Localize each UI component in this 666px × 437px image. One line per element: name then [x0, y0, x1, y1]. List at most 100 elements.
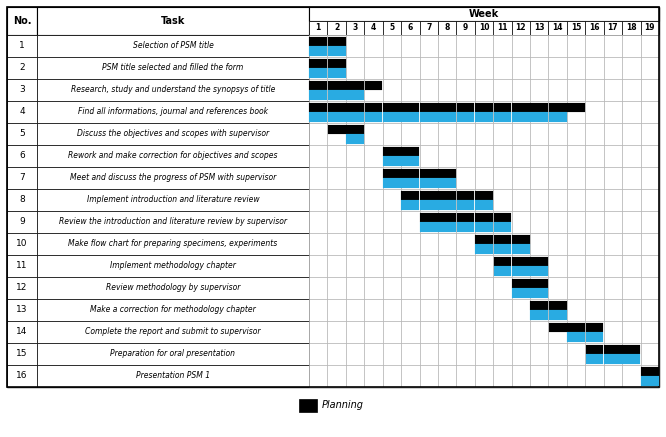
Bar	[604, 233, 622, 255]
Bar	[420, 343, 438, 365]
Bar	[383, 277, 401, 299]
Bar	[567, 211, 585, 233]
Bar	[420, 211, 438, 233]
Bar	[328, 79, 346, 101]
Bar	[299, 399, 317, 412]
Bar	[494, 112, 511, 121]
Bar	[37, 57, 309, 79]
Bar	[364, 189, 383, 211]
Bar	[622, 255, 641, 277]
Bar	[401, 343, 420, 365]
Bar	[475, 200, 493, 209]
Bar	[549, 233, 567, 255]
Bar	[438, 57, 456, 79]
Bar	[7, 7, 659, 387]
Bar	[530, 233, 549, 255]
Bar	[585, 21, 604, 35]
Bar	[328, 343, 346, 365]
Bar	[328, 103, 346, 112]
Bar	[364, 167, 383, 189]
Bar	[328, 112, 346, 121]
Bar	[438, 211, 456, 233]
Bar	[494, 266, 511, 275]
Bar	[456, 343, 475, 365]
Bar	[530, 365, 549, 387]
Bar	[604, 299, 622, 321]
Bar	[420, 321, 438, 343]
Text: 7: 7	[19, 173, 25, 183]
Bar	[309, 255, 328, 277]
Bar	[530, 112, 548, 121]
Bar	[511, 35, 530, 57]
Bar	[401, 365, 420, 387]
Bar	[420, 222, 438, 232]
Bar	[641, 299, 659, 321]
Bar	[641, 145, 659, 167]
Bar	[623, 354, 640, 364]
Bar	[401, 299, 420, 321]
Bar	[475, 277, 494, 299]
Bar	[475, 35, 494, 57]
Bar	[456, 123, 475, 145]
Text: 5: 5	[19, 129, 25, 139]
Text: 16: 16	[16, 371, 28, 381]
Bar	[346, 80, 364, 90]
Bar	[7, 7, 37, 35]
Bar	[402, 200, 419, 209]
Text: 15: 15	[16, 350, 28, 358]
Bar	[511, 145, 530, 167]
Bar	[511, 123, 530, 145]
Text: 13: 13	[534, 24, 545, 32]
Bar	[328, 59, 346, 68]
Bar	[604, 365, 622, 387]
Bar	[383, 299, 401, 321]
Bar	[364, 277, 383, 299]
Bar	[328, 21, 346, 35]
Bar	[641, 101, 659, 123]
Bar	[511, 255, 530, 277]
Bar	[511, 79, 530, 101]
Bar	[37, 255, 309, 277]
Bar	[511, 101, 530, 123]
Bar	[383, 343, 401, 365]
Bar	[475, 299, 494, 321]
Bar	[475, 255, 494, 277]
Bar	[402, 112, 419, 121]
Bar	[549, 310, 567, 319]
Bar	[7, 233, 37, 255]
Bar	[622, 21, 641, 35]
Bar	[604, 21, 622, 35]
Bar	[511, 233, 530, 255]
Bar	[457, 212, 474, 222]
Bar	[530, 301, 548, 310]
Bar	[494, 277, 511, 299]
Bar	[37, 277, 309, 299]
Bar	[511, 299, 530, 321]
Bar	[585, 123, 604, 145]
Bar	[549, 189, 567, 211]
Bar	[309, 233, 328, 255]
Bar	[475, 112, 493, 121]
Bar	[512, 235, 529, 244]
Bar	[401, 57, 420, 79]
Bar	[530, 255, 549, 277]
Bar	[7, 123, 37, 145]
Bar	[641, 233, 659, 255]
Bar	[585, 343, 604, 365]
Bar	[346, 90, 364, 100]
Bar	[420, 178, 438, 187]
Bar	[549, 365, 567, 387]
Bar	[364, 321, 383, 343]
Bar	[401, 211, 420, 233]
Bar	[402, 146, 419, 156]
Bar	[346, 365, 364, 387]
Bar	[641, 189, 659, 211]
Bar	[346, 321, 364, 343]
Bar	[383, 123, 401, 145]
Bar	[567, 332, 585, 341]
Text: Discuss the objectives and scopes with supervisor: Discuss the objectives and scopes with s…	[77, 129, 269, 139]
Bar	[475, 343, 494, 365]
Bar	[309, 57, 328, 79]
Bar	[457, 222, 474, 232]
Bar	[328, 189, 346, 211]
